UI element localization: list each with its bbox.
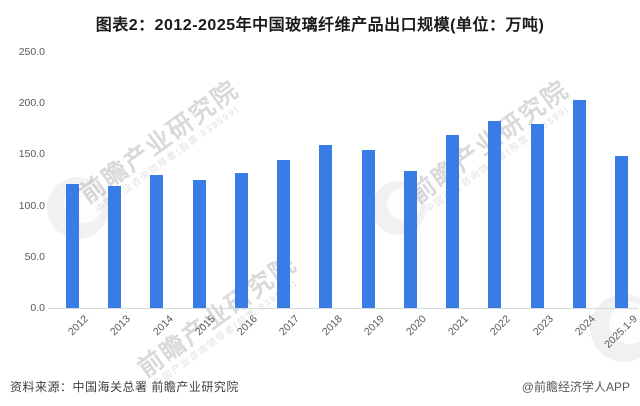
y-tick-label: 150.0 (18, 148, 45, 161)
bar-2024 (572, 100, 586, 308)
bar-2019 (361, 150, 375, 308)
x-tick-label: 2019 (361, 313, 387, 339)
bar-2014 (150, 175, 164, 308)
bar-2015 (192, 180, 206, 308)
chart-title: 图表2：2012-2025年中国玻璃纤维产品出口规模(单位：万吨) (95, 17, 545, 34)
plot-area (48, 52, 638, 309)
bar-2023 (530, 124, 544, 308)
x-tick-label: 2018 (319, 313, 345, 339)
y-tick-label: 50.0 (24, 250, 45, 263)
x-tick-label: 2012 (65, 313, 91, 339)
bar-2022 (488, 121, 502, 308)
bar-2013 (108, 186, 122, 308)
x-tick-label: 2013 (108, 313, 134, 339)
source-note: 资料来源：中国海关总署 前瞻产业研究院 (10, 380, 239, 394)
bar-2017 (277, 160, 291, 308)
x-tick-label: 2020 (403, 313, 429, 339)
bar-2025.1-9 (614, 156, 628, 308)
bar-2020 (403, 171, 417, 308)
bar-2016 (234, 173, 248, 308)
bar-2012 (66, 184, 79, 308)
y-tick-label: 200.0 (18, 97, 45, 110)
y-tick-label: 0.0 (30, 302, 45, 314)
credit-note: @前瞻经济学人APP (521, 380, 630, 394)
x-tick-label: 2023 (530, 313, 556, 339)
bar-2018 (319, 145, 333, 308)
bar-2021 (446, 135, 460, 308)
x-tick-label: 2021 (446, 313, 472, 339)
x-tick-label: 2022 (488, 313, 514, 339)
y-tick-label: 100.0 (18, 199, 45, 212)
y-tick-label: 250.0 (18, 46, 45, 58)
x-tick-label: 2017 (277, 313, 303, 339)
